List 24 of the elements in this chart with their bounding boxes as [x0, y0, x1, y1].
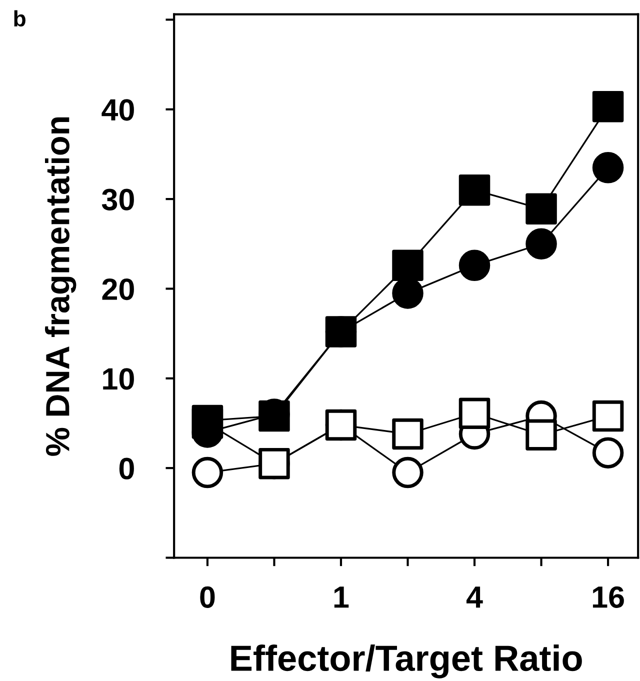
y-tick-label: 0: [119, 458, 134, 480]
point: [392, 250, 424, 282]
y-tick-label: 30: [102, 188, 134, 210]
point: [526, 193, 557, 225]
point: [192, 404, 224, 436]
x-tick-label: 1: [334, 586, 349, 608]
x-tick-label: 4: [466, 586, 483, 608]
point: [592, 91, 624, 122]
point: [458, 174, 490, 206]
y-axis-title: % DNA fragmentation: [44, 117, 76, 456]
point: [258, 448, 290, 480]
point: [592, 400, 624, 432]
x-tick-label: 16: [592, 586, 624, 608]
y-tick-label: 10: [103, 368, 134, 390]
x-tick-label: 0: [200, 586, 215, 608]
point: [392, 418, 424, 450]
x-axis-title: Effector/Target Ratio: [231, 644, 582, 678]
point: [325, 316, 357, 348]
point: [526, 419, 557, 451]
text: b: [14, 10, 26, 27]
point: [325, 409, 357, 441]
y-tick-label: 20: [102, 278, 134, 300]
point: [458, 398, 490, 429]
y-tick-label: 40: [102, 99, 134, 121]
